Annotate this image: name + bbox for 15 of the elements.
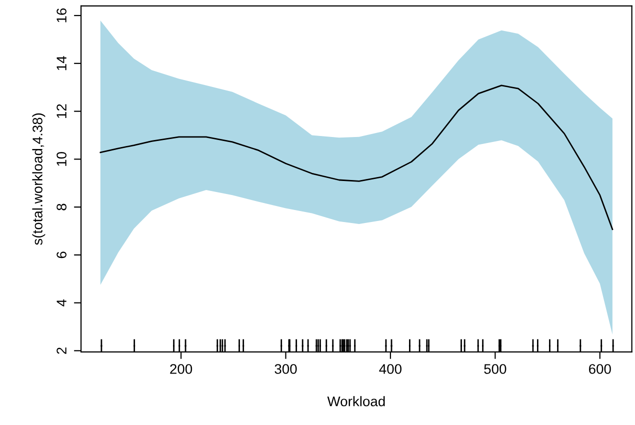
x-tick-label: 200 [170,364,192,374]
y-tick-label: 8 [56,204,66,210]
y-tick-label: 12 [56,104,66,118]
y-tick-label: 16 [56,8,66,22]
x-tick-label: 500 [484,364,506,374]
y-tick-label: 6 [56,252,66,258]
y-tick-label: 2 [56,348,66,354]
y-tick-label: 4 [56,299,66,306]
x-tick-label: 400 [379,364,402,374]
y-tick-label: 10 [56,152,66,166]
y-axis-title: s(total.workload,4.38) [32,113,46,245]
x-tick-label: 300 [274,364,297,374]
x-tick-label: 600 [589,364,611,374]
x-axis-title: Workload [327,396,385,406]
y-tick-label: 14 [56,56,66,70]
